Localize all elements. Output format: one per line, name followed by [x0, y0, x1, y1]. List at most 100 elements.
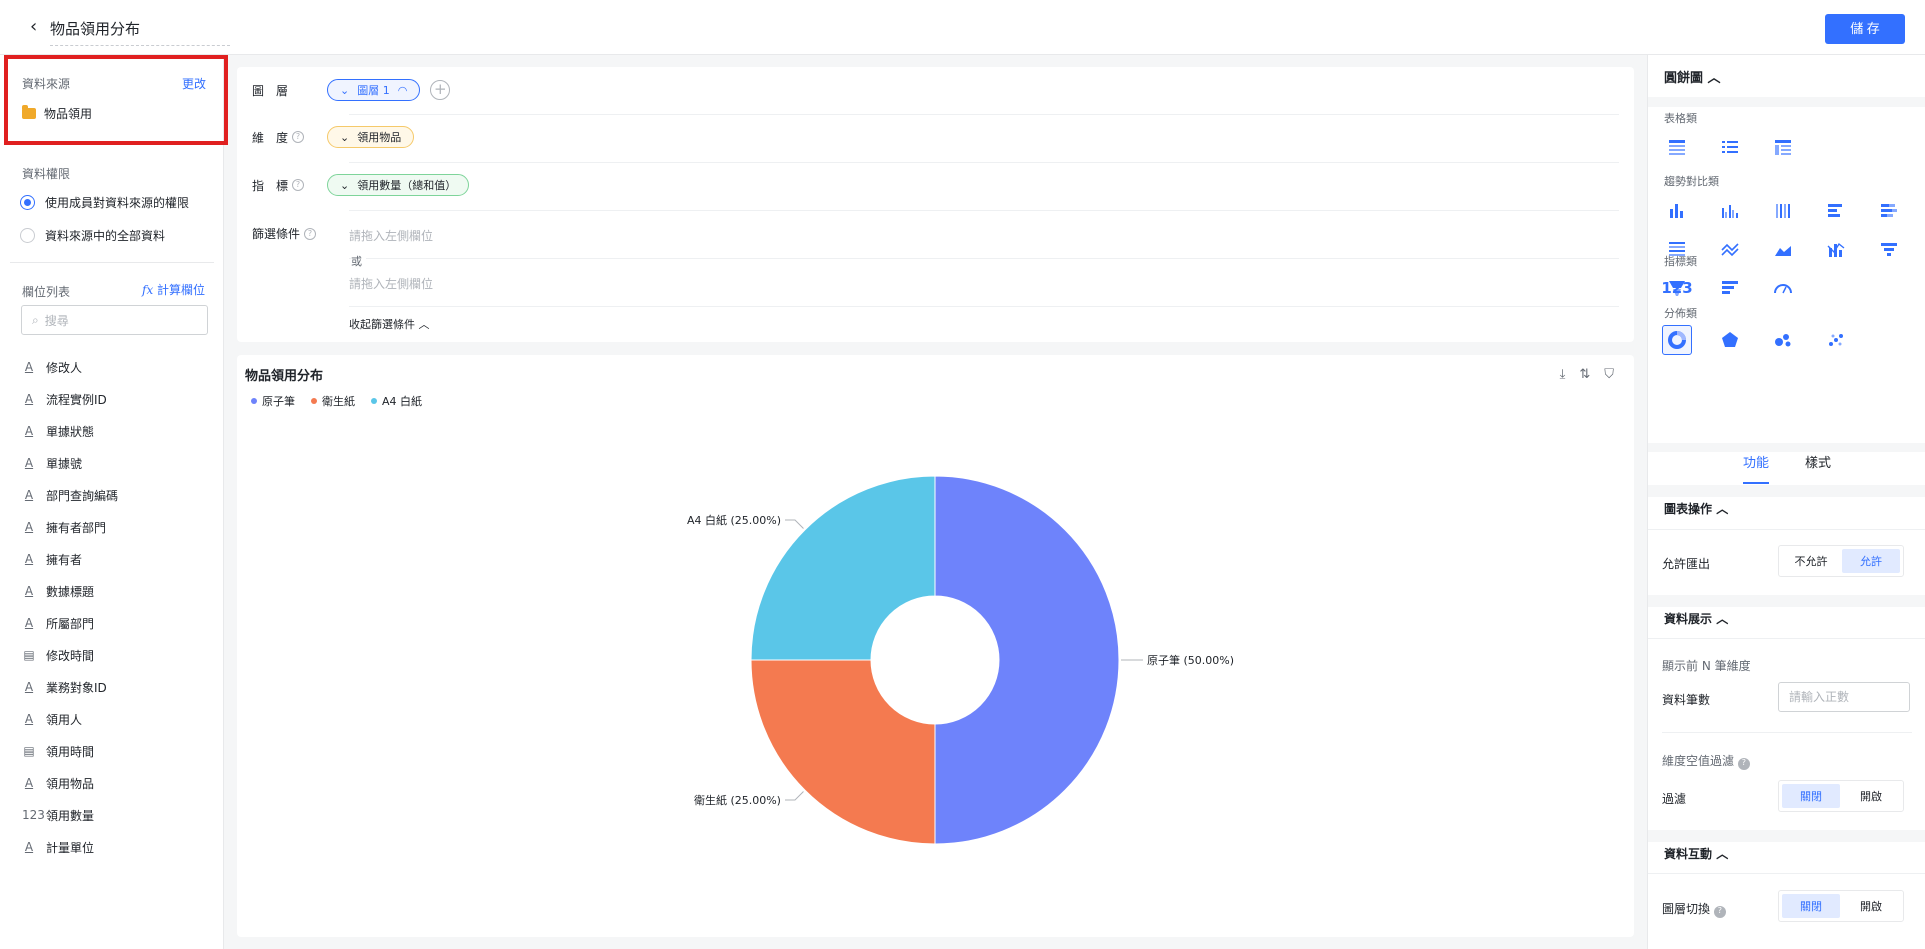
field-item[interactable]: A 流程實例ID [22, 383, 118, 415]
text-field-icon: A [24, 776, 34, 790]
pie-slice[interactable] [934, 475, 1120, 845]
line-chart-icon[interactable] [1715, 234, 1745, 264]
layer-pill[interactable]: ⌄ 圖層 1 ◠ [327, 79, 421, 101]
help-icon[interactable]: ? [292, 131, 305, 143]
field-item[interactable]: A 領用人 [22, 703, 118, 735]
gauge-icon[interactable] [1768, 273, 1798, 303]
download-icon[interactable]: ⤓ [1559, 367, 1566, 382]
layer-switch-on-option[interactable]: 開啟 [1860, 900, 1882, 913]
folder-icon [22, 105, 36, 119]
field-item[interactable]: A 擁有者部門 [22, 511, 118, 543]
pie-slice[interactable] [750, 659, 936, 845]
field-item[interactable]: A 所屬部門 [22, 607, 118, 639]
field-name: 擁有者部門 [46, 520, 107, 535]
help-icon[interactable]: ? [304, 227, 317, 240]
field-item[interactable]: A 數據標題 [22, 575, 118, 607]
data-count-input[interactable]: 請輸入正數 [1778, 682, 1910, 712]
conversion-funnel-icon[interactable] [1662, 273, 1692, 303]
metric-label: 指 標? [252, 177, 327, 194]
add-layer-icon[interactable]: + [430, 80, 451, 100]
filter-on-option[interactable]: 開啟 [1860, 790, 1882, 803]
interaction-title[interactable]: 資料互動 ︿ [1664, 847, 1729, 861]
bar-chart-icon[interactable] [1662, 195, 1692, 225]
dimension-pill[interactable]: ⌄ 領用物品 [327, 126, 415, 148]
save-button[interactable]: 儲 存 [1825, 14, 1905, 44]
legend-item[interactable]: A4 白紙 [371, 393, 422, 409]
legend-item[interactable]: 衛生紙 [311, 393, 355, 409]
filter-off-option[interactable]: 關閉 [1782, 784, 1840, 808]
ranking-icon[interactable] [1715, 273, 1745, 303]
chevron-up-icon: ︿ [1716, 847, 1729, 861]
funnel-chart-icon[interactable] [1874, 234, 1904, 264]
export-disallow-option[interactable]: 不允許 [1794, 555, 1828, 568]
calc-field-link[interactable]: fx 計算欄位 [142, 281, 205, 298]
field-item[interactable]: A 單據狀態 [22, 415, 118, 447]
field-name: 領用時間 [46, 744, 95, 759]
help-icon[interactable]: ? [1737, 758, 1750, 770]
help-icon[interactable]: ? [292, 179, 305, 191]
layer-value: 圖層 1 [357, 84, 390, 97]
permission-option-member[interactable]: 使用成員對資料來源的權限 [20, 194, 189, 211]
group-label-metric: 指標類 [1664, 255, 1697, 268]
horizontal-bar-icon[interactable] [1821, 195, 1851, 225]
radar-chart-icon[interactable] [1715, 325, 1745, 355]
chart-toolbar: ⤓ ⇅ ⛉ [1560, 367, 1614, 382]
field-item[interactable]: ▤ 修改時間 [22, 639, 118, 671]
metric-pill[interactable]: ⌄ 領用數量（總和值） [327, 174, 470, 196]
field-item[interactable]: A 部門查詢編碼 [22, 479, 118, 511]
list-chart-icon[interactable] [1715, 132, 1745, 162]
separator [349, 306, 1619, 307]
export-allow-option[interactable]: 允許 [1842, 549, 1900, 573]
datasource-item[interactable]: 物品領用 [22, 105, 92, 122]
tab-style[interactable]: 樣式 [1805, 456, 1832, 471]
slice-label-line [784, 519, 804, 529]
stacked-horizontal-bar-icon[interactable] [1874, 195, 1904, 225]
sort-icon[interactable]: ⇅ [1579, 367, 1591, 382]
stripe-bar-icon[interactable] [1662, 234, 1692, 264]
radio-checked-icon[interactable] [20, 195, 35, 210]
bubble-chart-icon[interactable] [1821, 325, 1851, 355]
filter-row: 篩選條件? [252, 225, 327, 242]
slice-label-line [784, 791, 804, 801]
collapse-filter-button[interactable]: 收起篩選條件 ︿ [349, 318, 430, 331]
radio-icon[interactable] [20, 228, 35, 243]
pie-slice[interactable] [750, 475, 936, 661]
tab-function[interactable]: 功能 [1742, 452, 1769, 484]
page-title[interactable]: 物品領用分布 [50, 18, 230, 46]
field-item[interactable]: 123 領用數量 [22, 799, 118, 831]
combo-chart-icon[interactable] [1821, 234, 1851, 264]
text-field-icon: A [24, 840, 34, 854]
field-search-input[interactable]: ⌕ 搜尋 [21, 305, 208, 335]
field-item[interactable]: A 計量單位 [22, 831, 118, 863]
change-datasource-link[interactable]: 更改 [182, 77, 207, 91]
field-item[interactable]: A 業務對象ID [22, 671, 118, 703]
grouped-bar-icon[interactable] [1715, 195, 1745, 225]
layer-switch-toggle: 關閉 開啟 [1778, 890, 1904, 922]
field-item[interactable]: A 修改人 [22, 351, 118, 383]
data-display-title[interactable]: 資料展示 ︿ [1664, 612, 1729, 626]
field-item[interactable]: A 領用物品 [22, 767, 118, 799]
table-chart-icon[interactable] [1662, 132, 1692, 162]
help-icon[interactable]: ? [1713, 906, 1726, 918]
scatter-chart-icon[interactable] [1768, 325, 1798, 355]
chart-type-title[interactable]: 圓餅圖 ︿ [1664, 71, 1721, 86]
area-chart-icon[interactable] [1768, 234, 1798, 264]
legend-item[interactable]: 原子筆 [251, 393, 295, 409]
separator [1648, 595, 1925, 607]
field-item[interactable]: ▤ 領用時間 [22, 735, 118, 767]
metric-card-icon[interactable]: 123 [1661, 279, 1693, 297]
permission-option-all[interactable]: 資料來源中的全部資料 [20, 227, 165, 244]
filter-icon[interactable]: ⛉ [1604, 367, 1614, 382]
pivot-table-icon[interactable] [1768, 132, 1798, 162]
chevron-up-icon: ︿ [1707, 71, 1721, 86]
pie-chart-icon[interactable] [1662, 325, 1692, 355]
filter-dropzone-2[interactable]: 請拖入左側欄位 [349, 277, 434, 291]
stacked-bar-icon[interactable] [1768, 195, 1798, 225]
field-item[interactable]: A 擁有者 [22, 543, 118, 575]
chart-ops-title[interactable]: 圖表操作 ︿ [1664, 502, 1729, 516]
table-type-grid [1662, 132, 1904, 162]
back-arrow-icon[interactable]: ‹ [30, 16, 38, 37]
field-item[interactable]: A 單據號 [22, 447, 118, 479]
filter-dropzone-1[interactable]: 請拖入左側欄位 [349, 229, 434, 243]
layer-switch-off-option[interactable]: 關閉 [1782, 894, 1840, 918]
